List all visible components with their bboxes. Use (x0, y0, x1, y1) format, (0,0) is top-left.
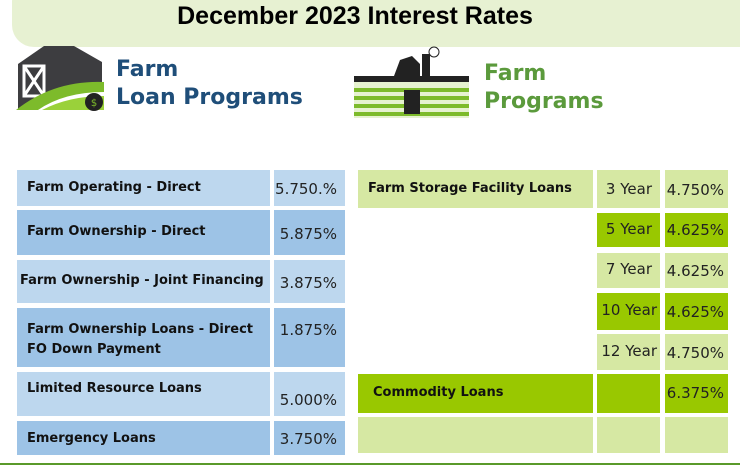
rate-value: 6.375% (665, 374, 728, 413)
empty-cell (597, 417, 660, 453)
rate-value: 4.750% (665, 334, 728, 370)
rate-value: 4.625% (665, 293, 728, 330)
svg-text:$: $ (91, 98, 97, 109)
farm-scene-icon (354, 46, 469, 118)
rate-value: 5.750.% (274, 170, 345, 206)
program-label: Farm Ownership - Direct (17, 210, 270, 255)
term-value: 5 Year (597, 213, 660, 247)
barn-icon: $ (16, 46, 104, 111)
term-value: 12 Year (597, 334, 660, 370)
rate-value: 3.750% (274, 421, 345, 455)
program-label: Farm Operating - Direct (17, 170, 270, 206)
term-value: 7 Year (597, 253, 660, 288)
rate-value: 4.750% (665, 170, 728, 208)
rate-value: 3.875% (274, 260, 345, 303)
page-title: December 2023 Interest Rates (177, 2, 533, 30)
rate-value: 5.875% (274, 210, 345, 255)
program-label: Limited Resource Loans (17, 372, 270, 416)
program-label: Farm Ownership - Joint Financing (17, 260, 270, 303)
rate-value: 5.000% (274, 372, 345, 416)
program-label: Commodity Loans (358, 374, 593, 413)
rate-value: 4.625% (665, 253, 728, 288)
bottom-divider (0, 463, 740, 465)
farm-programs-heading: Farm Programs (484, 61, 604, 114)
term-value: 10 Year (597, 293, 660, 330)
term-value: 3 Year (597, 170, 660, 208)
program-label: Farm Ownership Loans - Direct FO Down Pa… (17, 308, 270, 367)
rate-value: 1.875% (274, 308, 345, 367)
empty-cell (358, 417, 593, 453)
program-label: Farm Storage Facility Loans (358, 170, 593, 208)
farm-loan-programs-heading: Farm Loan Programs (116, 57, 303, 110)
empty-cell (665, 417, 728, 453)
header-banner (12, 0, 740, 47)
rate-value: 4.625% (665, 213, 728, 247)
program-label: Emergency Loans (17, 421, 270, 455)
term-value (597, 374, 660, 413)
